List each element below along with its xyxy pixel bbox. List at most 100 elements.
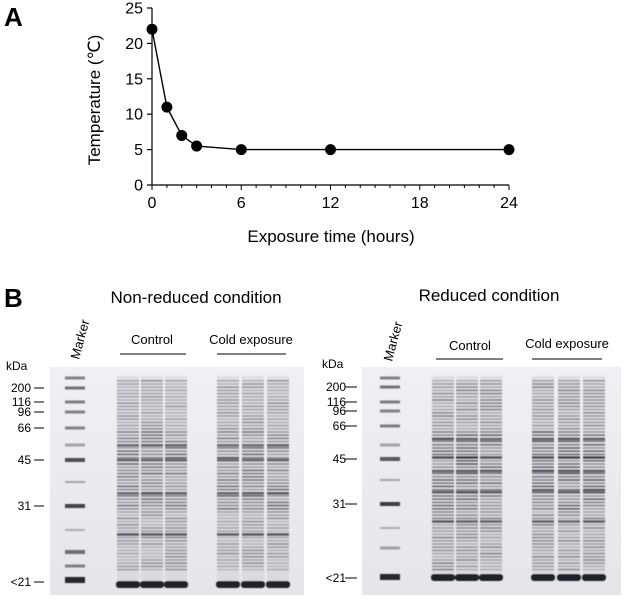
protein-band xyxy=(558,485,580,488)
protein-band xyxy=(583,405,605,408)
protein-band xyxy=(583,421,605,424)
protein-band xyxy=(217,380,239,382)
protein-band xyxy=(456,556,478,558)
protein-band xyxy=(532,556,554,558)
marker-band xyxy=(380,385,400,389)
protein-band xyxy=(165,469,187,472)
protein-band xyxy=(242,533,264,536)
protein-band xyxy=(165,431,187,433)
protein-band xyxy=(165,428,187,430)
ladder-label: 45 xyxy=(333,452,347,466)
protein-band xyxy=(267,392,289,395)
protein-band xyxy=(242,511,264,513)
protein-band xyxy=(117,415,139,417)
protein-band xyxy=(117,405,139,408)
protein-band xyxy=(217,399,239,401)
protein-band xyxy=(242,444,264,447)
protein-band xyxy=(456,431,478,433)
dye-front-band xyxy=(557,574,581,581)
protein-band xyxy=(141,552,163,555)
protein-band xyxy=(432,495,454,497)
protein-band xyxy=(558,546,580,548)
ladder-label: 31 xyxy=(333,497,347,511)
y-tick-label: 10 xyxy=(125,107,143,124)
protein-band xyxy=(141,396,163,398)
protein-band xyxy=(456,408,478,411)
protein-band xyxy=(583,540,605,542)
protein-band xyxy=(117,488,139,491)
protein-band xyxy=(480,470,502,473)
protein-band xyxy=(532,511,554,513)
protein-band xyxy=(532,444,554,446)
marker-label: Marker xyxy=(67,317,92,361)
protein-band xyxy=(242,405,264,408)
protein-band xyxy=(480,472,502,475)
protein-band xyxy=(165,508,187,510)
protein-band xyxy=(141,514,163,516)
protein-band xyxy=(456,490,478,493)
ladder-label: 200 xyxy=(326,380,346,394)
protein-band xyxy=(432,530,454,532)
protein-band xyxy=(165,450,187,452)
protein-band xyxy=(117,552,139,555)
marker-band xyxy=(65,426,85,430)
protein-band xyxy=(480,428,502,430)
protein-band xyxy=(532,559,554,561)
protein-band xyxy=(583,495,605,497)
protein-band xyxy=(456,533,478,536)
protein-band xyxy=(558,456,580,459)
panel-b-letter: B xyxy=(4,283,23,313)
protein-band xyxy=(432,472,454,475)
protein-band xyxy=(456,552,478,555)
protein-band xyxy=(432,482,454,484)
protein-band xyxy=(456,520,478,523)
protein-band xyxy=(267,415,289,417)
protein-band xyxy=(217,479,239,481)
protein-band xyxy=(267,399,289,401)
protein-band xyxy=(165,456,187,459)
protein-band xyxy=(141,504,163,507)
protein-band xyxy=(242,440,264,443)
protein-band xyxy=(480,392,502,395)
protein-band xyxy=(242,402,264,404)
protein-band xyxy=(532,396,554,398)
protein-band xyxy=(432,504,454,507)
protein-band xyxy=(165,559,187,561)
data-point xyxy=(235,144,247,156)
protein-band xyxy=(532,495,554,497)
protein-band xyxy=(532,399,554,401)
protein-band xyxy=(456,504,478,507)
protein-band xyxy=(456,405,478,408)
protein-band xyxy=(480,424,502,427)
protein-band xyxy=(558,495,580,497)
protein-band xyxy=(480,431,502,433)
protein-band xyxy=(480,408,502,411)
protein-band xyxy=(558,438,580,441)
protein-band xyxy=(165,421,187,424)
protein-band xyxy=(141,386,163,388)
protein-band xyxy=(583,418,605,420)
protein-band xyxy=(242,428,264,430)
protein-band xyxy=(242,383,264,385)
protein-band xyxy=(117,524,139,526)
protein-band xyxy=(165,530,187,532)
protein-band xyxy=(558,447,580,449)
protein-band xyxy=(480,533,502,536)
protein-band xyxy=(432,431,454,433)
protein-band xyxy=(242,389,264,392)
protein-band xyxy=(141,428,163,430)
protein-band xyxy=(532,552,554,555)
protein-band xyxy=(165,501,187,504)
protein-band xyxy=(242,520,264,523)
protein-band xyxy=(558,568,580,571)
protein-band xyxy=(141,472,163,475)
x-axis-title: Exposure time (hours) xyxy=(247,227,414,246)
protein-band xyxy=(432,383,454,385)
protein-band xyxy=(141,466,163,468)
protein-band xyxy=(267,517,289,520)
protein-band xyxy=(432,434,454,436)
protein-band xyxy=(432,546,454,548)
protein-band xyxy=(583,552,605,555)
protein-band xyxy=(558,530,580,532)
protein-band xyxy=(165,447,187,449)
